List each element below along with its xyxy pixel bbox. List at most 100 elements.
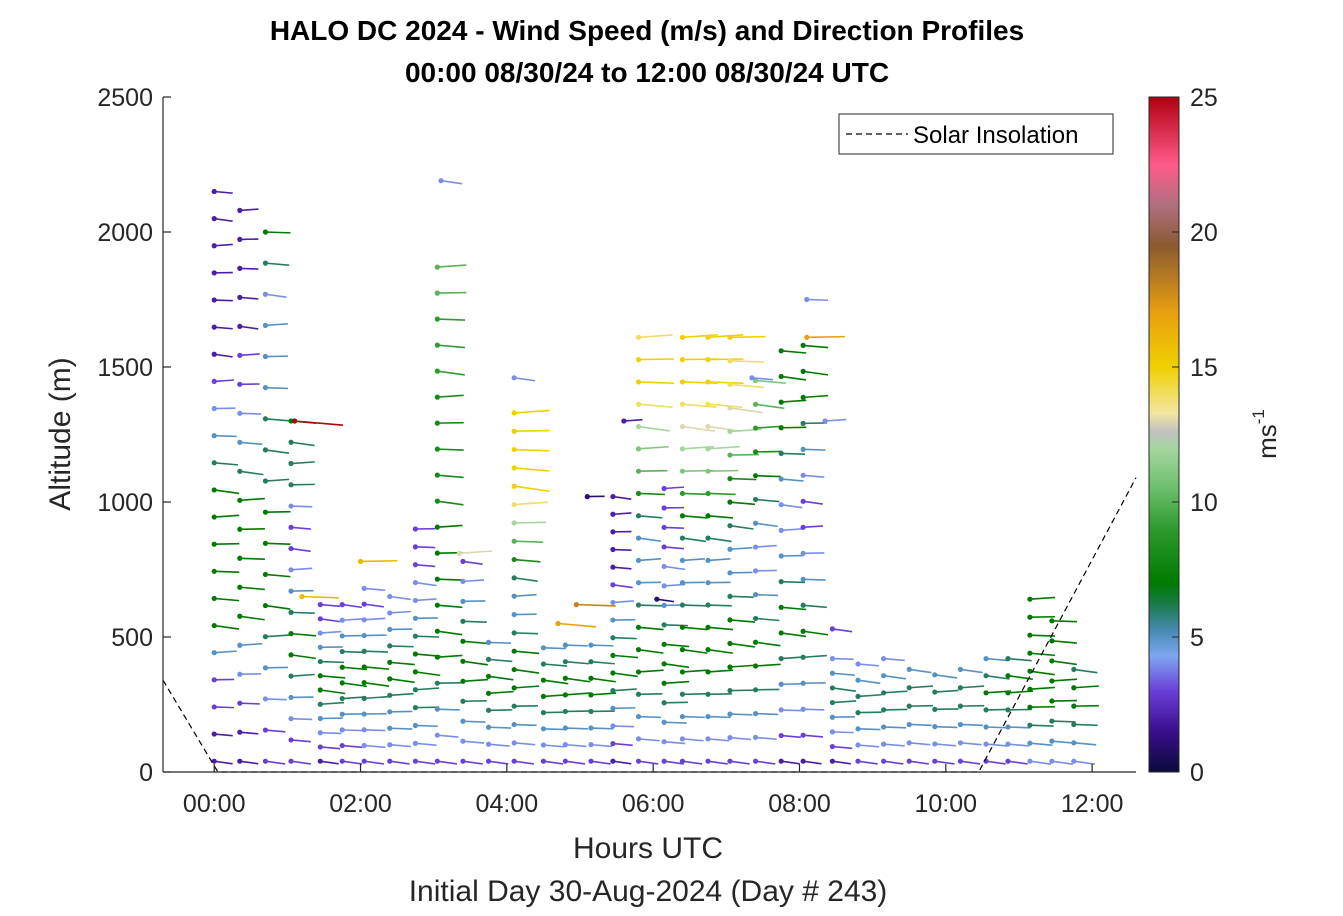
chart-subtitle: 00:00 08/30/24 to 12:00 08/30/24 UTC <box>405 57 889 88</box>
wind-barb-point <box>610 653 615 658</box>
wind-barb-point <box>288 546 293 551</box>
wind-barb-point <box>881 742 886 747</box>
y-axis-label: Altitude (m) <box>44 357 77 510</box>
wind-barb-point <box>636 669 641 674</box>
wind-barb-point <box>318 687 323 692</box>
wind-barb-point <box>705 669 710 674</box>
wind-barb-point <box>263 478 268 483</box>
wind-barb-point <box>855 661 860 666</box>
wind-barb-shaft <box>342 730 363 731</box>
wind-barb-point <box>435 603 440 608</box>
wind-barb-point <box>662 583 667 588</box>
wind-barb-point <box>263 759 268 764</box>
wind-barb-point <box>212 487 217 492</box>
wind-barb-point <box>413 741 418 746</box>
wind-barb-point <box>318 616 323 621</box>
wind-barb-shaft <box>807 337 845 338</box>
wind-barb-point <box>636 379 641 384</box>
wind-barb-point <box>983 673 988 678</box>
wind-barb-shaft <box>639 493 665 494</box>
wind-barb-point <box>541 694 546 699</box>
wind-barb-point <box>340 602 345 607</box>
wind-barb-shaft <box>214 436 236 437</box>
wind-barb-point <box>753 592 758 597</box>
wind-barb-point <box>801 655 806 660</box>
wind-barb-point <box>387 759 392 764</box>
wind-barb-point <box>237 759 242 764</box>
wind-barb-shaft <box>1052 721 1076 722</box>
wind-barb-point <box>212 297 217 302</box>
wind-barb-point <box>435 317 440 322</box>
wind-barb-shaft <box>565 645 587 646</box>
wind-barb-shaft <box>214 300 233 301</box>
wind-barb-point <box>563 676 568 681</box>
wind-barb-point <box>907 759 912 764</box>
wind-barb-point <box>438 178 443 183</box>
wind-barb-point <box>512 447 517 452</box>
wind-barb-point <box>435 265 440 270</box>
wind-barb-point <box>881 690 886 695</box>
wind-barb-point <box>727 500 732 505</box>
wind-barb-point <box>460 599 465 604</box>
wind-barb-point <box>610 688 615 693</box>
wind-barb-point <box>1049 698 1054 703</box>
wind-barb-point <box>779 630 784 635</box>
wind-barb-shaft <box>639 717 661 718</box>
wind-barb-point <box>435 655 440 660</box>
wind-barb-point <box>413 616 418 621</box>
wind-barb-point <box>1071 685 1076 690</box>
wind-barb-point <box>237 411 242 416</box>
wind-barb-point <box>435 733 440 738</box>
wind-barb-point <box>855 726 860 731</box>
wind-barb-point <box>830 700 835 705</box>
wind-barb-point <box>588 709 593 714</box>
wind-barb-shaft <box>803 709 824 710</box>
wind-barb-point <box>588 725 593 730</box>
wind-barb-point <box>362 664 367 669</box>
wind-barb-shaft <box>682 717 704 718</box>
wind-barb-point <box>1005 690 1010 695</box>
wind-barb-point <box>362 617 367 622</box>
wind-barb-point <box>413 687 418 692</box>
wind-barb-point <box>387 709 392 714</box>
wind-barb-point <box>983 656 988 661</box>
wind-barb-point <box>413 562 418 567</box>
wind-barb-point <box>705 446 710 451</box>
wind-barb-point <box>779 451 784 456</box>
wind-barb-shaft <box>415 725 437 726</box>
wind-barb-point <box>340 633 345 638</box>
wind-barb-point <box>212 677 217 682</box>
wind-barb-point <box>413 669 418 674</box>
wind-barb-point <box>610 670 615 675</box>
wind-barb-shaft <box>415 636 439 637</box>
wind-barb-shaft <box>1052 621 1077 622</box>
wind-barb-point <box>680 692 685 697</box>
wind-barb-point <box>387 726 392 731</box>
wind-barb-point <box>588 759 593 764</box>
wind-barb-point <box>512 667 517 672</box>
wind-barb-point <box>636 357 641 362</box>
wind-barb-shaft <box>437 709 459 710</box>
wind-barb-point <box>753 687 758 692</box>
wind-barb-point <box>512 759 517 764</box>
wind-barb-point <box>387 693 392 698</box>
wind-barb-shaft <box>463 721 485 722</box>
wind-barb-point <box>340 680 345 685</box>
wind-barb-point <box>610 565 615 570</box>
wind-barb-point <box>1049 759 1054 764</box>
wind-barb-shaft <box>1030 725 1054 726</box>
wind-barb-point <box>387 594 392 599</box>
wind-barb-point <box>662 544 667 549</box>
wind-barb-point <box>855 710 860 715</box>
wind-barb-point <box>907 667 912 672</box>
wind-barb-point <box>237 672 242 677</box>
wind-barb-point <box>705 580 710 585</box>
y-tick-label: 1500 <box>97 354 153 382</box>
wind-barb-point <box>288 525 293 530</box>
wind-barb-point <box>1005 656 1010 661</box>
x-tick-label: 12:00 <box>1061 790 1124 818</box>
wind-barb-point <box>855 694 860 699</box>
wind-barb-point <box>983 724 988 729</box>
wind-barb-point <box>460 699 465 704</box>
wind-barb-shaft <box>832 659 853 660</box>
